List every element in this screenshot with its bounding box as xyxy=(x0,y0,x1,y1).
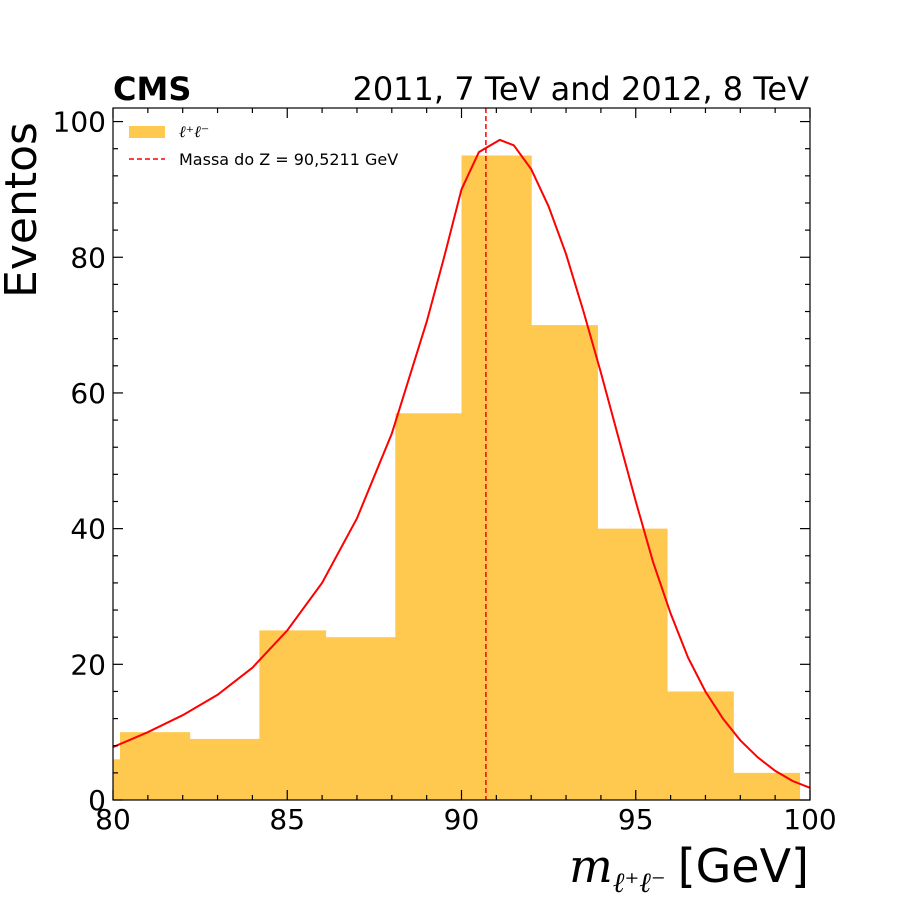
y-tick-label: 60 xyxy=(70,377,106,410)
y-tick-label: 20 xyxy=(70,648,106,681)
x-tick-label: 95 xyxy=(618,803,654,836)
x-axis-unit: [GeV] xyxy=(678,839,809,893)
y-tick-label: 0 xyxy=(88,784,106,817)
y-tick-label: 80 xyxy=(70,241,106,274)
histogram-bar xyxy=(325,637,396,800)
legend: ℓ⁺ℓ⁻ Massa do Z = 90,5211 GeV xyxy=(129,122,398,169)
y-axis-label: Eventos xyxy=(0,122,47,298)
histogram-bar xyxy=(597,528,668,800)
legend-label-dilepton: ℓ⁺ℓ⁻ xyxy=(179,122,209,141)
histogram-bars xyxy=(113,155,801,801)
experiment-label: CMS xyxy=(113,70,191,108)
x-tick-label: 85 xyxy=(269,803,305,836)
legend-label-z-mass: Massa do Z = 90,5211 GeV xyxy=(179,150,398,169)
x-axis-symbol: m xyxy=(569,839,613,893)
histogram-bar xyxy=(119,732,191,800)
histogram-bar xyxy=(733,772,801,800)
axis-ticks xyxy=(112,108,811,801)
fit-curve xyxy=(112,138,811,789)
y-tick-label: 40 xyxy=(70,513,106,546)
histogram-bar xyxy=(395,413,462,800)
y-tick-label: 100 xyxy=(53,106,106,139)
chart-title: 2011, 7 TeV and 2012, 8 TeV xyxy=(352,70,809,108)
histogram-bar xyxy=(113,759,121,800)
x-axis-subscript: ℓ⁺ℓ⁻ xyxy=(613,866,666,899)
histogram-bar xyxy=(189,738,260,800)
histogram-bar xyxy=(259,630,327,800)
x-tick-label: 80 xyxy=(95,803,131,836)
x-tick-label: 90 xyxy=(444,803,480,836)
x-tick-label: 100 xyxy=(783,803,836,836)
histogram-bar xyxy=(461,155,532,801)
x-axis-label: mℓ⁺ℓ⁻ [GeV] xyxy=(569,839,809,899)
histogram-bar xyxy=(667,691,734,800)
legend-patch xyxy=(129,126,165,138)
histogram-bar xyxy=(531,325,598,800)
axis-tick-labels: 80 85 90 95 100 0 20 40 60 80 100 xyxy=(53,106,837,836)
